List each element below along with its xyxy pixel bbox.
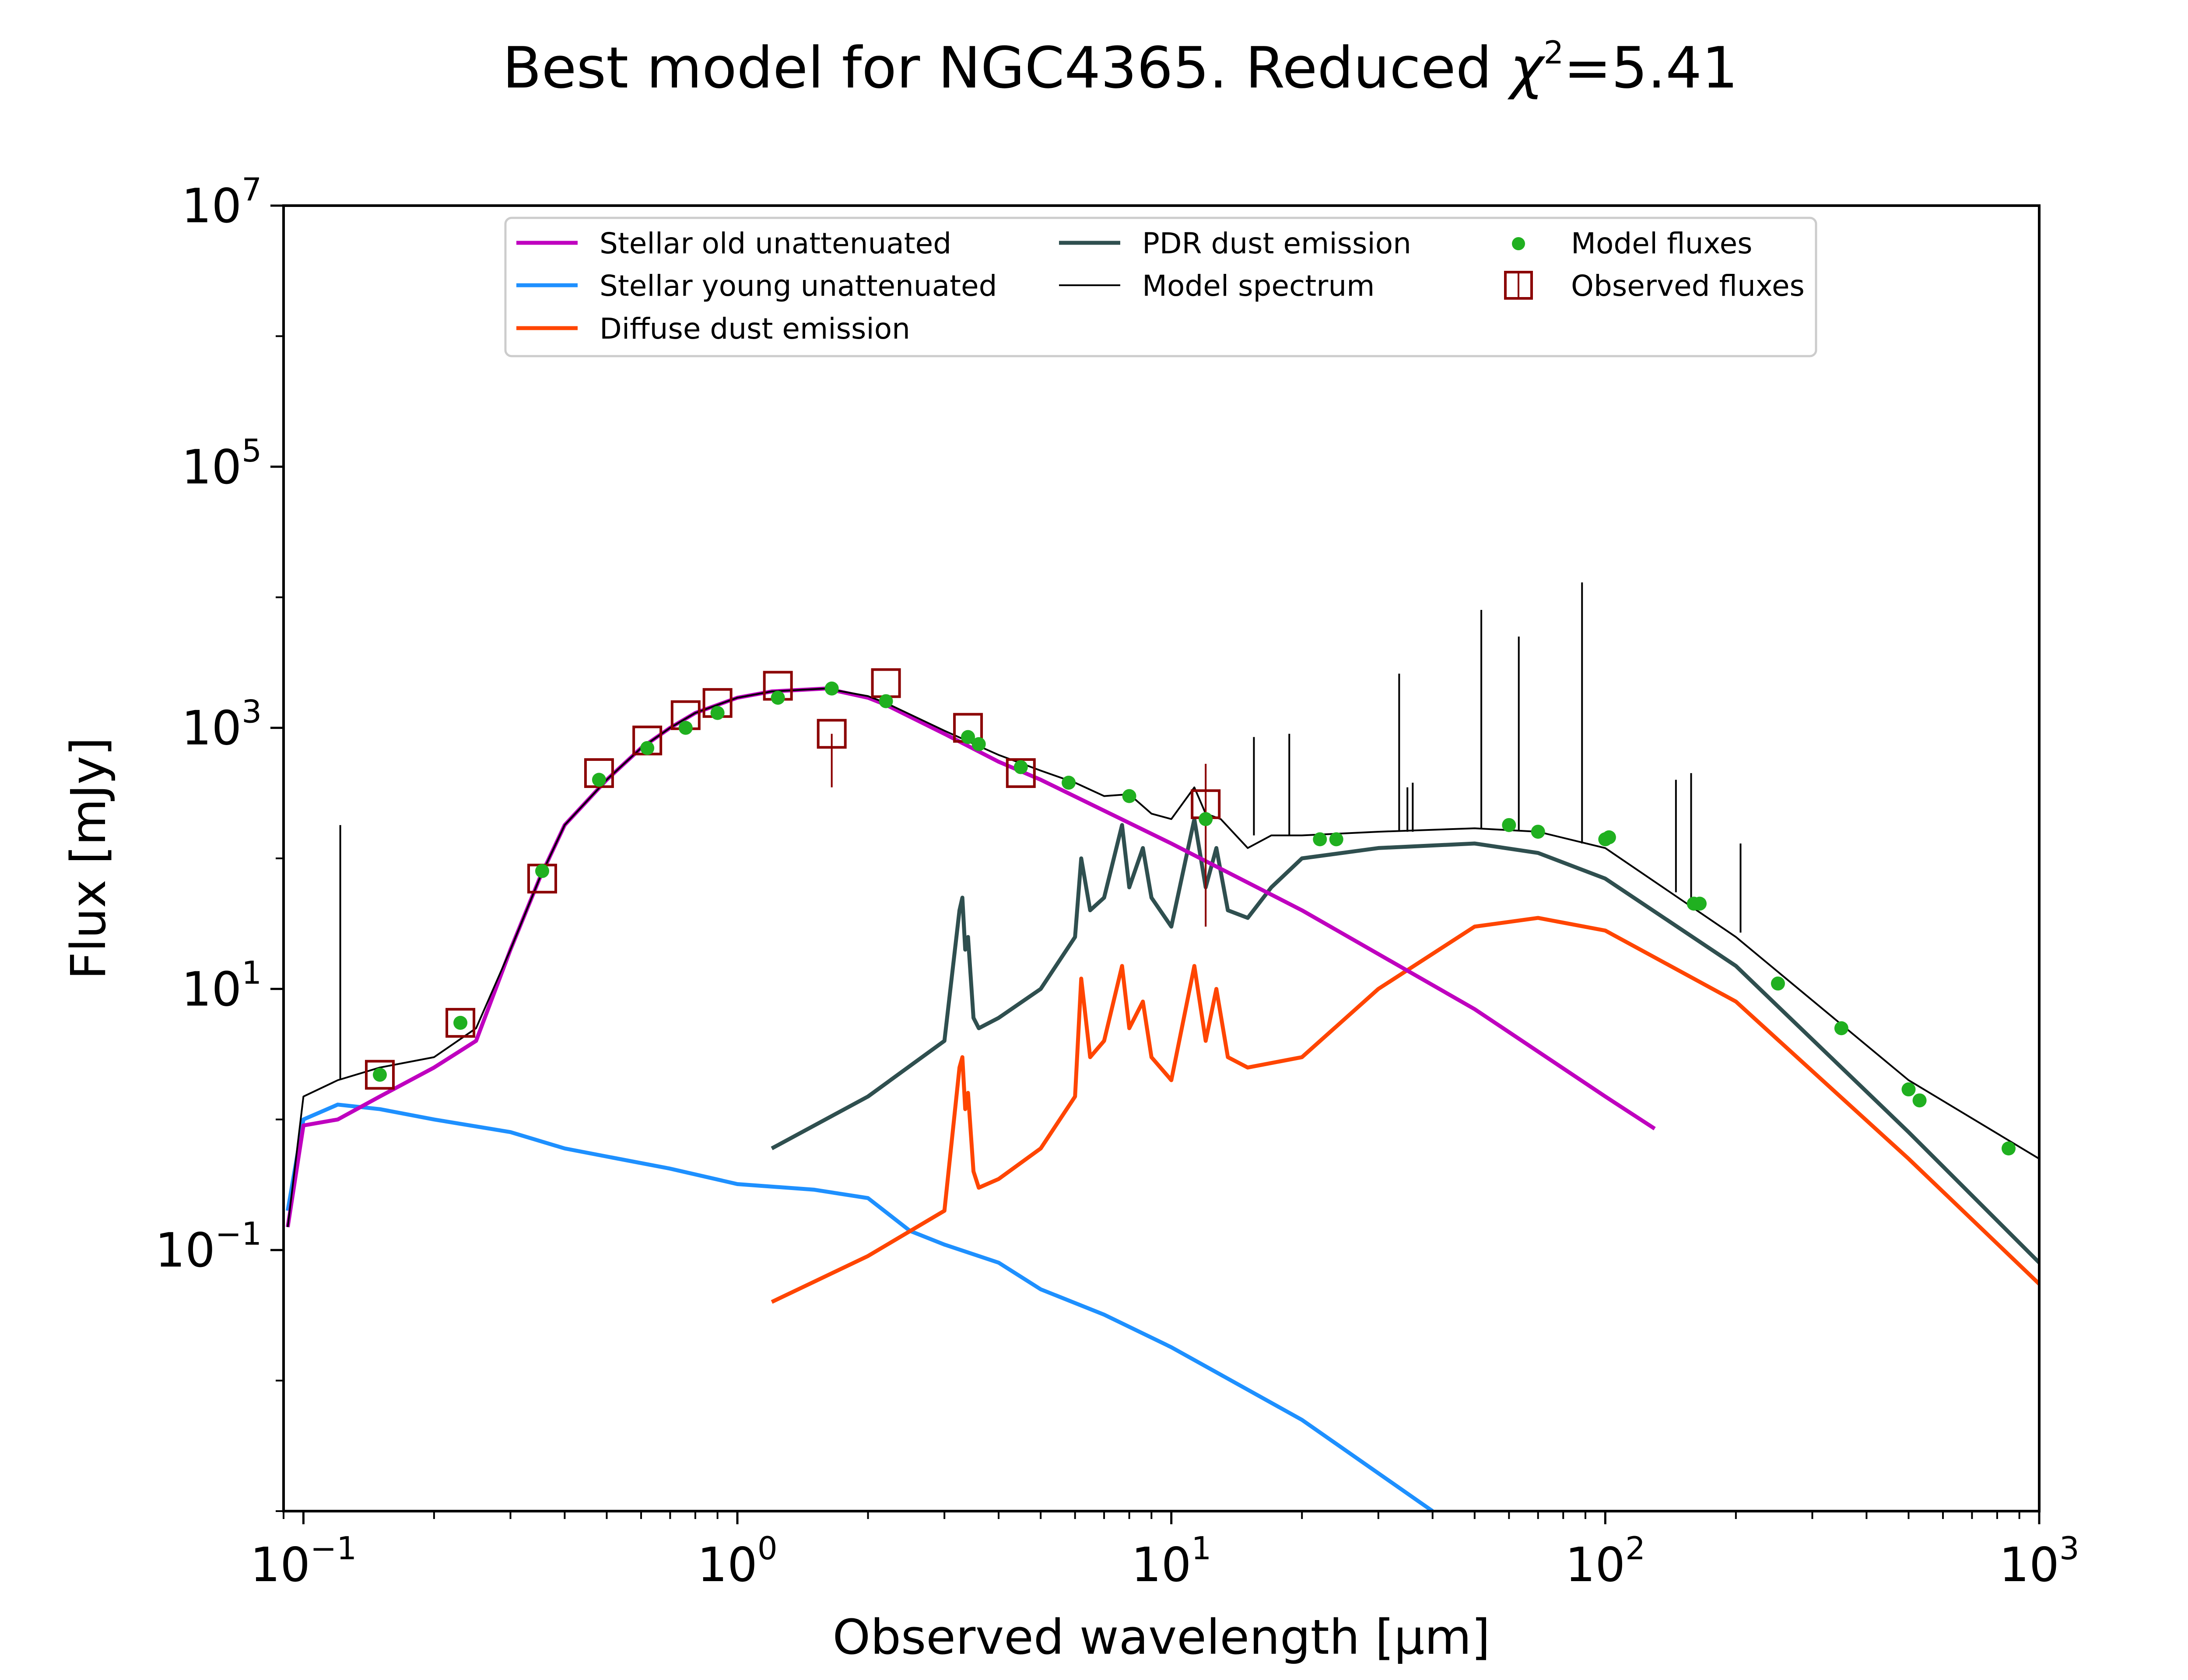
model-flux-point: [2002, 1141, 2016, 1155]
model-flux-point: [592, 773, 606, 787]
observed-flux-point: [817, 719, 847, 749]
series-model-spectrum: [287, 687, 2039, 1227]
model-flux-point: [535, 864, 550, 878]
ticks-layer: 10−1 100 101 102 103 10−1 101 103 105 107: [155, 171, 2079, 1592]
model-flux-point: [372, 1068, 387, 1082]
model-flux-point: [1313, 832, 1327, 847]
x-tick-label: 101: [1131, 1530, 1211, 1592]
y-tick-label: 105: [182, 432, 262, 495]
legend-item-stellar-young-unattenuated: Stellar young unattenuated: [516, 269, 997, 303]
series-model-fluxes: [372, 681, 2016, 1155]
series-pdr-dust-emission: [771, 817, 2039, 1264]
legend: Stellar old unattenuated Stellar young un…: [504, 217, 1817, 357]
x-tick-label: 102: [1565, 1530, 1645, 1592]
series-diffuse-dust-emission: [771, 916, 2039, 1304]
series-layer: [286, 582, 2039, 1511]
model-flux-point: [1901, 1082, 1916, 1097]
legend-label: Diffuse dust emission: [600, 312, 910, 346]
plot-area: 10−1 100 101 102 103 10−1 101 103 105 107: [155, 171, 2079, 1592]
legend-box: [504, 217, 1817, 357]
series-observed-fluxes: [365, 668, 1221, 1090]
y-tick-label: 101: [182, 954, 262, 1017]
model-flux-point: [1771, 976, 1785, 991]
model-flux-point: [879, 694, 893, 708]
model-flux-point: [1062, 775, 1076, 790]
x-tick-label: 103: [1999, 1530, 2079, 1592]
title-value: =5.41: [1564, 35, 1738, 101]
model-flux-point: [971, 737, 986, 751]
model-flux-point: [824, 681, 839, 696]
legend-item-stellar-old-unattenuated: Stellar old unattenuated: [516, 227, 951, 260]
x-tick-label: 10−1: [250, 1530, 357, 1592]
y-tick-label: 107: [182, 171, 262, 234]
legend-items: Stellar old unattenuated Stellar young un…: [516, 227, 1805, 346]
series-line-diffuse-dust-emission: [771, 916, 2039, 1304]
x-axis-label: Observed wavelength [μm]: [833, 1609, 1490, 1665]
y-axis-label: Flux [mJy]: [60, 737, 116, 980]
model-flux-point: [1329, 832, 1343, 847]
series-stellar-young-unattenuated: [286, 1102, 1434, 1511]
model-flux-point: [1693, 896, 1707, 911]
model-flux-point: [678, 721, 693, 735]
legend-item-diffuse-dust-emission: Diffuse dust emission: [516, 312, 910, 346]
model-flux-point: [453, 1015, 468, 1030]
legend-item-observed-fluxes: Observed fluxes: [1504, 269, 1805, 303]
model-flux-point: [1122, 789, 1136, 803]
legend-label: PDR dust emission: [1142, 227, 1411, 260]
y-tick-label: 103: [182, 693, 262, 756]
chart-title: Best model for NGC4365. Reduced χ2=5.41: [502, 34, 1738, 101]
model-flux-point: [771, 690, 785, 705]
x-tick-label: 100: [697, 1530, 777, 1592]
model-flux-point: [1502, 818, 1516, 832]
series-line-pdr-dust-emission: [771, 817, 2039, 1264]
observed-flux-point: [1006, 758, 1036, 788]
model-flux-point: [1602, 830, 1616, 844]
legend-item-pdr-dust-emission: PDR dust emission: [1059, 227, 1411, 260]
legend-swatch: [1512, 237, 1525, 250]
legend-item-model-fluxes: Model fluxes: [1512, 227, 1753, 260]
series-line-model-spectrum: [287, 687, 2039, 1227]
legend-label: Stellar old unattenuated: [600, 227, 951, 260]
title-chi: χ: [1508, 35, 1546, 101]
legend-label: Model spectrum: [1142, 269, 1375, 303]
legend-swatch: [1504, 271, 1533, 300]
observed-flux-point: [365, 1060, 395, 1090]
observed-flux-point: [871, 668, 901, 698]
model-flux-point: [1912, 1093, 1927, 1108]
model-flux-point: [1834, 1021, 1848, 1036]
legend-label: Observed fluxes: [1571, 269, 1805, 303]
model-flux-point: [1531, 825, 1545, 839]
title-main: Best model for NGC4365. Reduced: [502, 35, 1510, 101]
model-flux-point: [710, 706, 725, 720]
title-sup: 2: [1544, 34, 1564, 71]
model-flux-point: [961, 730, 975, 744]
series-line-stellar-young-unattenuated: [286, 1102, 1434, 1511]
legend-label: Model fluxes: [1571, 227, 1753, 260]
y-tick-label: 10−1: [155, 1215, 262, 1278]
observed-flux-point: [445, 1008, 476, 1038]
emission-lines: [339, 582, 1742, 1080]
model-flux-point: [1199, 812, 1213, 826]
legend-item-model-spectrum: Model spectrum: [1059, 269, 1375, 303]
model-flux-point: [1013, 760, 1028, 774]
legend-label: Stellar young unattenuated: [600, 269, 997, 303]
model-flux-point: [640, 741, 655, 755]
